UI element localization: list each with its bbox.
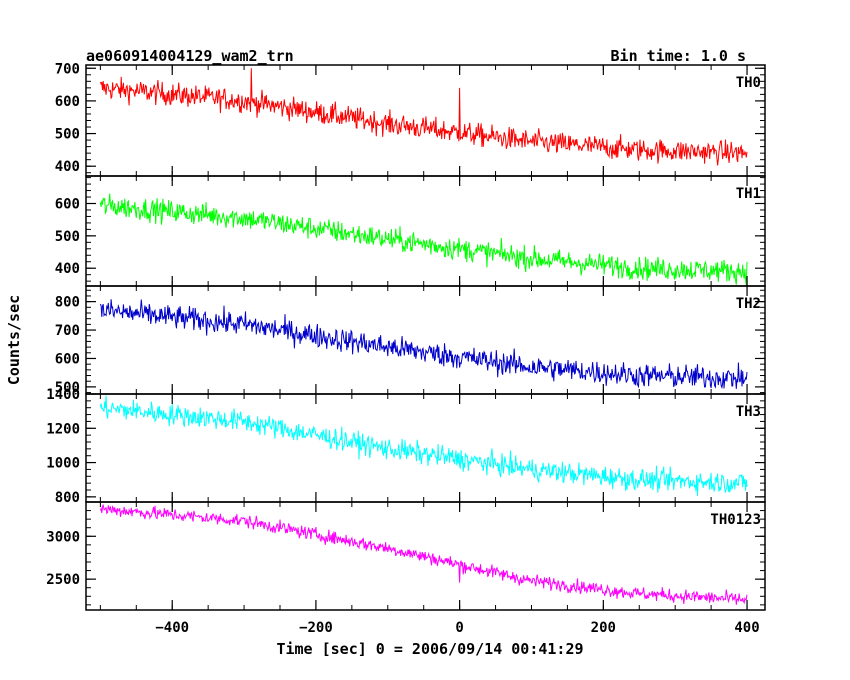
y-tick-label: 500 — [55, 229, 80, 245]
y-tick-label: 500 — [55, 127, 80, 143]
y-tick-label: 800 — [55, 295, 80, 311]
panel-label-th1: TH1 — [736, 186, 761, 202]
panel-frame-th1 — [85, 175, 766, 287]
series-line-th0 — [99, 68, 748, 166]
x-tick-label: 400 — [734, 620, 759, 636]
panels: 400 500 600 700 TH0 400 500 600 TH1 500 600 700 800 T… — [46, 61, 766, 636]
y-tick-label: 1000 — [46, 456, 80, 472]
panel-frame-th0123 — [85, 501, 766, 611]
panel-label-th3: TH3 — [736, 404, 761, 420]
series-line-th2 — [99, 299, 748, 390]
y-tick-label: 1400 — [46, 387, 80, 403]
y-tick-label: 2500 — [46, 572, 80, 588]
plot-title: ae060914004129_wam2_trn — [86, 47, 294, 65]
y-tick-label: 3000 — [46, 529, 80, 545]
y-tick-label: 400 — [55, 159, 80, 175]
series-line-th3 — [99, 395, 748, 496]
y-tick-label: 800 — [55, 490, 80, 506]
series-line-th1 — [99, 193, 748, 286]
panel-label-th0: TH0 — [736, 75, 761, 91]
series-line-th0123 — [99, 504, 748, 605]
y-tick-label: 700 — [55, 323, 80, 339]
y-tick-label: 400 — [55, 261, 80, 277]
panel-label-th2: TH2 — [736, 296, 761, 312]
y-axis-label: Counts/sec — [5, 295, 23, 385]
x-tick-label: −200 — [299, 620, 333, 636]
y-tick-label: 700 — [55, 61, 80, 77]
x-tick-label: 0 — [455, 620, 463, 636]
y-tick-label: 600 — [55, 351, 80, 367]
y-tick-label: 500 — [55, 380, 80, 396]
x-axis-label: Time [sec] 0 = 2006/09/14 00:41:29 — [276, 640, 583, 658]
panel-label-th0123: TH0123 — [710, 512, 761, 528]
y-tick-label: 600 — [55, 94, 80, 110]
y-tick-label: 600 — [55, 197, 80, 213]
x-tick-label: −400 — [155, 620, 189, 636]
bin-time-label: Bin time: 1.0 s — [611, 47, 746, 65]
y-tick-label: 1200 — [46, 421, 80, 437]
x-tick-label: 200 — [591, 620, 616, 636]
